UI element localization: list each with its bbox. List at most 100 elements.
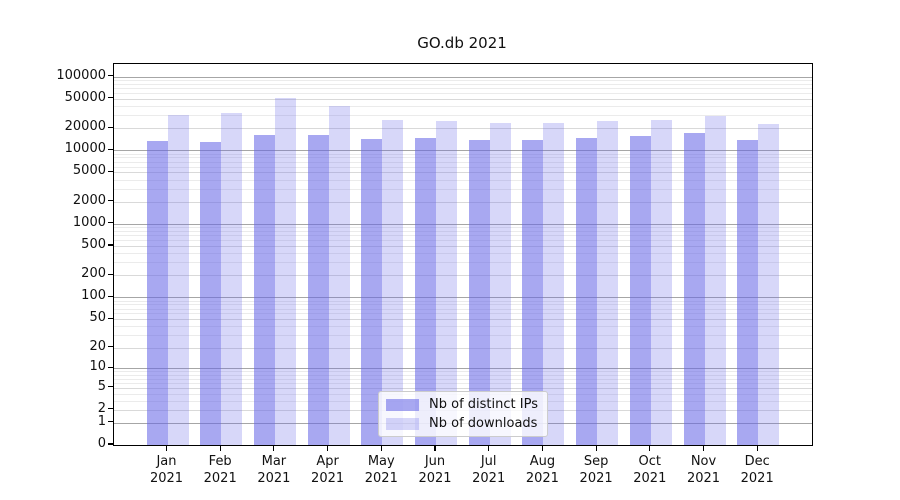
gridline-7000 [114, 161, 812, 163]
gridline-100000 [114, 76, 812, 78]
gridline-100 [114, 297, 812, 299]
bar-downloads-may [382, 120, 404, 445]
plot-area: Nb of distinct IPs Nb of downloads [113, 63, 813, 446]
bar-distinct-ips-jun [415, 137, 436, 445]
bar-downloads-jun [436, 121, 457, 445]
y-tick-1 [108, 421, 113, 423]
legend-swatch-distinct-ips [386, 398, 420, 411]
x-tick-feb [219, 445, 221, 451]
x-tick-dec [756, 445, 758, 451]
gridline-80 [114, 304, 812, 306]
x-tick-jan [165, 445, 168, 451]
gridline-300 [114, 262, 812, 264]
y-tick-label: 100 [81, 288, 106, 304]
bar-distinct-ips-may [361, 138, 383, 445]
y-tick-label: 50000 [64, 89, 106, 105]
bar-downloads-aug [543, 122, 565, 445]
y-tick-10000 [108, 148, 113, 150]
gridline-3000 [114, 188, 812, 190]
gridline-9 [114, 371, 812, 373]
x-tick-apr [327, 445, 329, 451]
gridline-7 [114, 378, 812, 380]
gridline-60 [114, 313, 812, 315]
gridline-6 [114, 382, 812, 384]
legend-label-downloads: Nb of downloads [429, 416, 538, 431]
x-tick-label-apr: Apr 2021 [311, 454, 345, 486]
gridline-30000 [114, 115, 812, 117]
y-tick-label: 2 [97, 400, 106, 416]
gridline-700 [114, 235, 812, 237]
gridline-70 [114, 308, 812, 310]
gridline-30 [114, 335, 812, 337]
bar-downloads-nov [704, 115, 726, 445]
gridline-10 [114, 368, 812, 370]
x-tick-label-jul: Jul 2021 [472, 454, 506, 486]
x-tick-label-sep: Sep 2021 [579, 454, 613, 486]
gridline-1000 [114, 223, 812, 225]
y-tick-label: 100000 [56, 67, 106, 83]
x-tick-jul [488, 445, 490, 451]
legend-item-downloads: Nb of downloads [386, 416, 538, 431]
gridline-50000 [114, 98, 812, 100]
bar-distinct-ips-dec [737, 139, 759, 445]
x-tick-label-may: May 2021 [364, 454, 398, 486]
y-tick-label: 500 [81, 237, 106, 252]
gridline-10000 [114, 150, 812, 152]
legend-swatch-downloads [386, 417, 420, 430]
y-tick-label: 10000 [64, 141, 106, 157]
x-tick-may [380, 445, 382, 451]
x-tick-label-jun: Jun 2021 [418, 454, 452, 486]
gridline-20000 [114, 128, 812, 130]
y-tick-label: 50 [89, 310, 106, 326]
bar-distinct-ips-oct [629, 135, 651, 445]
x-tick-jun [434, 445, 436, 451]
bar-distinct-ips-sep [576, 137, 598, 445]
x-tick-label-aug: Aug 2021 [525, 454, 559, 486]
y-tick-100 [108, 295, 113, 297]
y-tick-500 [108, 244, 113, 246]
y-tick-50 [108, 317, 113, 319]
y-tick-0 [108, 443, 113, 445]
bar-downloads-mar [274, 98, 296, 445]
gridline-5000 [114, 172, 812, 174]
x-tick-label-mar: Mar 2021 [257, 454, 291, 486]
y-tick-label: 5000 [72, 163, 106, 179]
bar-downloads-feb [221, 113, 243, 445]
y-tick-2 [108, 408, 113, 410]
gridline-500 [114, 246, 812, 247]
legend-item-distinct-ips: Nb of distinct IPs [386, 397, 538, 412]
y-tick-label: 10 [89, 359, 106, 375]
bar-downloads-jan [167, 114, 189, 445]
bar-downloads-apr [328, 105, 350, 445]
x-tick-label-feb: Feb 2021 [203, 454, 237, 486]
x-tick-nov [702, 445, 705, 451]
bar-distinct-ips-jul [468, 139, 490, 445]
x-tick-label-dec: Dec 2021 [740, 454, 774, 486]
y-tick-5 [108, 386, 113, 388]
gridline-90000 [114, 79, 812, 81]
y-tick-1000 [108, 222, 113, 224]
y-tick-100000 [108, 74, 113, 77]
y-tick-10 [108, 366, 113, 368]
gridline-800 [114, 231, 812, 232]
gridline-8 [114, 374, 812, 376]
gridline-80000 [114, 83, 812, 85]
x-tick-mar [273, 445, 275, 451]
gridline-9000 [114, 153, 812, 155]
y-tick-20000 [108, 126, 113, 128]
gridline-70000 [114, 88, 812, 89]
x-tick-oct [649, 445, 651, 451]
gridline-40 [114, 326, 812, 328]
y-tick-label: 20000 [64, 119, 106, 135]
gridline-60000 [114, 92, 812, 94]
bar-distinct-ips-mar [253, 135, 275, 445]
gridline-20 [114, 347, 812, 349]
gridline-900 [114, 227, 812, 229]
y-tick-label: 200 [81, 266, 106, 282]
bar-distinct-ips-jan [146, 140, 168, 445]
gridline-5 [114, 387, 812, 389]
gridline-6000 [114, 166, 812, 168]
gridline-90 [114, 300, 812, 302]
bar-downloads-jul [489, 123, 511, 445]
bar-distinct-ips-nov [683, 132, 705, 445]
